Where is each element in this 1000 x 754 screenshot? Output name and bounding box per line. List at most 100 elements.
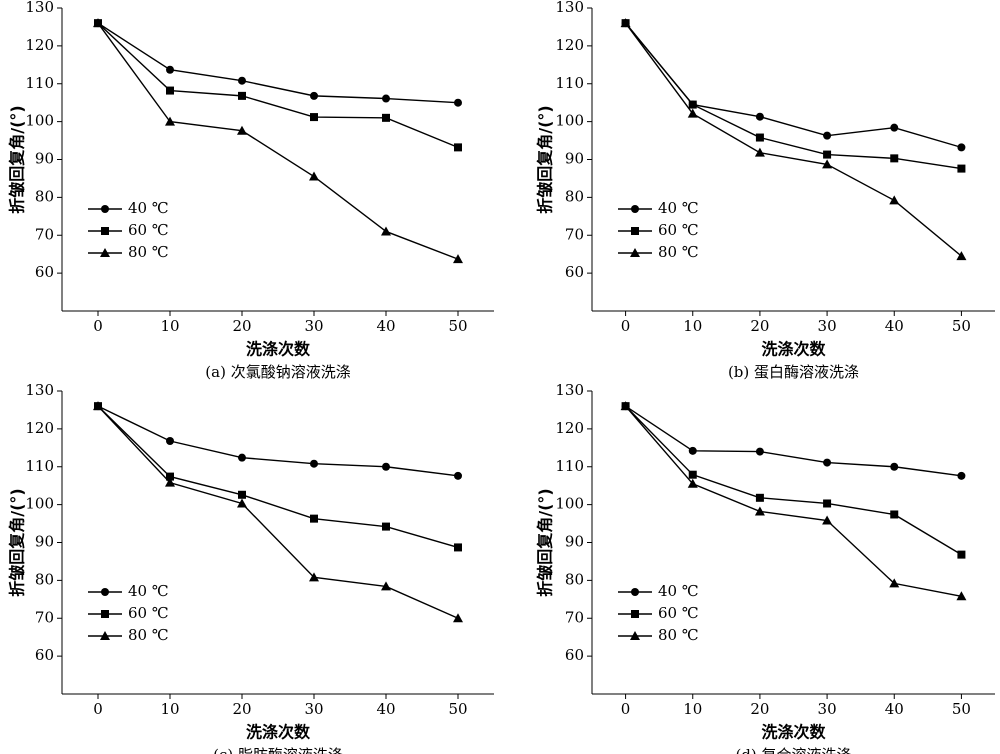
series-line xyxy=(97,22,459,104)
marker xyxy=(165,477,175,487)
marker xyxy=(454,143,462,152)
y-tick-label: 120 xyxy=(555,36,584,54)
y-tick-label: 90 xyxy=(565,150,584,168)
marker xyxy=(166,65,174,74)
x-tick-label: 50 xyxy=(448,700,467,718)
marker xyxy=(453,613,463,623)
marker xyxy=(166,472,174,481)
legend-marker xyxy=(100,631,110,640)
marker xyxy=(957,471,966,480)
legend-marker xyxy=(101,610,109,618)
marker xyxy=(166,436,174,445)
marker xyxy=(687,108,698,118)
marker xyxy=(956,251,967,261)
marker xyxy=(823,131,832,140)
marker xyxy=(755,447,764,456)
caption: (a) 次氯酸钠溶液洗涤 xyxy=(205,363,350,381)
marker xyxy=(238,76,246,85)
y-tick-label: 120 xyxy=(25,419,54,437)
marker xyxy=(956,591,967,601)
marker xyxy=(382,462,390,471)
marker xyxy=(822,159,833,169)
marker xyxy=(454,543,462,552)
series-line xyxy=(625,22,962,170)
series-line xyxy=(625,405,962,477)
y-tick-label: 60 xyxy=(565,646,584,664)
x-tick-label: 40 xyxy=(376,700,395,718)
marker xyxy=(957,550,966,559)
y-tick-label: 130 xyxy=(25,0,54,16)
legend-marker xyxy=(631,588,639,596)
marker xyxy=(890,510,899,519)
marker xyxy=(310,113,318,122)
x-tick-label: 10 xyxy=(683,317,702,335)
x-tick-label: 0 xyxy=(93,317,103,335)
x-tick-label: 20 xyxy=(750,317,769,335)
legend-marker xyxy=(631,610,639,618)
series-line xyxy=(625,22,962,257)
x-tick-label: 10 xyxy=(160,700,179,718)
marker xyxy=(454,471,462,480)
y-tick-label: 100 xyxy=(555,495,584,513)
legend-label: 40 ℃ xyxy=(658,199,699,217)
y-tick-label: 100 xyxy=(555,112,584,130)
y-tick-label: 110 xyxy=(25,457,54,475)
legend-label: 80 ℃ xyxy=(658,626,699,644)
y-tick-label: 90 xyxy=(35,150,54,168)
marker xyxy=(454,98,462,107)
y-tick-label: 80 xyxy=(565,570,584,588)
legend-label: 40 ℃ xyxy=(128,582,169,600)
marker xyxy=(309,171,319,181)
marker xyxy=(381,226,391,236)
marker xyxy=(890,154,899,163)
marker xyxy=(823,458,832,467)
y-tick-label: 70 xyxy=(35,608,54,626)
marker xyxy=(823,499,832,508)
legend-marker xyxy=(630,248,640,257)
marker xyxy=(165,116,175,126)
marker xyxy=(620,401,631,411)
x-tick-label: 20 xyxy=(232,700,251,718)
y-axis-title: 折皱回复角/(°) xyxy=(8,488,27,596)
marker xyxy=(453,254,463,264)
marker xyxy=(237,125,247,135)
x-tick-label: 50 xyxy=(952,700,971,718)
x-tick-label: 30 xyxy=(304,700,323,718)
legend-marker xyxy=(101,227,109,235)
y-tick-label: 100 xyxy=(25,495,54,513)
marker xyxy=(238,490,246,499)
marker xyxy=(688,470,697,479)
marker xyxy=(890,462,899,471)
y-tick-label: 90 xyxy=(565,533,584,551)
caption: (d) 复合溶液洗涤 xyxy=(735,746,851,754)
marker xyxy=(238,91,246,100)
y-tick-label: 60 xyxy=(35,263,54,281)
x-tick-label: 0 xyxy=(621,700,631,718)
y-axis-title: 折皱回复角/(°) xyxy=(536,488,555,596)
x-axis-title: 洗涤次数 xyxy=(246,340,311,359)
x-tick-label: 20 xyxy=(232,317,251,335)
y-tick-label: 80 xyxy=(565,187,584,205)
x-tick-label: 50 xyxy=(448,317,467,335)
marker xyxy=(754,506,765,516)
marker xyxy=(238,453,246,462)
marker xyxy=(93,401,103,411)
series-line xyxy=(625,405,962,556)
marker xyxy=(755,493,764,502)
y-tick-label: 110 xyxy=(555,74,584,92)
legend-label: 60 ℃ xyxy=(128,604,169,622)
marker xyxy=(889,195,900,205)
x-tick-label: 30 xyxy=(818,700,837,718)
marker xyxy=(754,147,765,157)
y-tick-label: 120 xyxy=(555,419,584,437)
legend-label: 80 ℃ xyxy=(658,243,699,261)
marker xyxy=(310,459,318,468)
x-tick-label: 20 xyxy=(750,700,769,718)
y-axis-title: 折皱回复角/(°) xyxy=(8,105,27,213)
series-line xyxy=(97,22,459,149)
marker xyxy=(688,446,697,455)
series-line xyxy=(97,22,459,260)
series-line xyxy=(97,405,459,477)
